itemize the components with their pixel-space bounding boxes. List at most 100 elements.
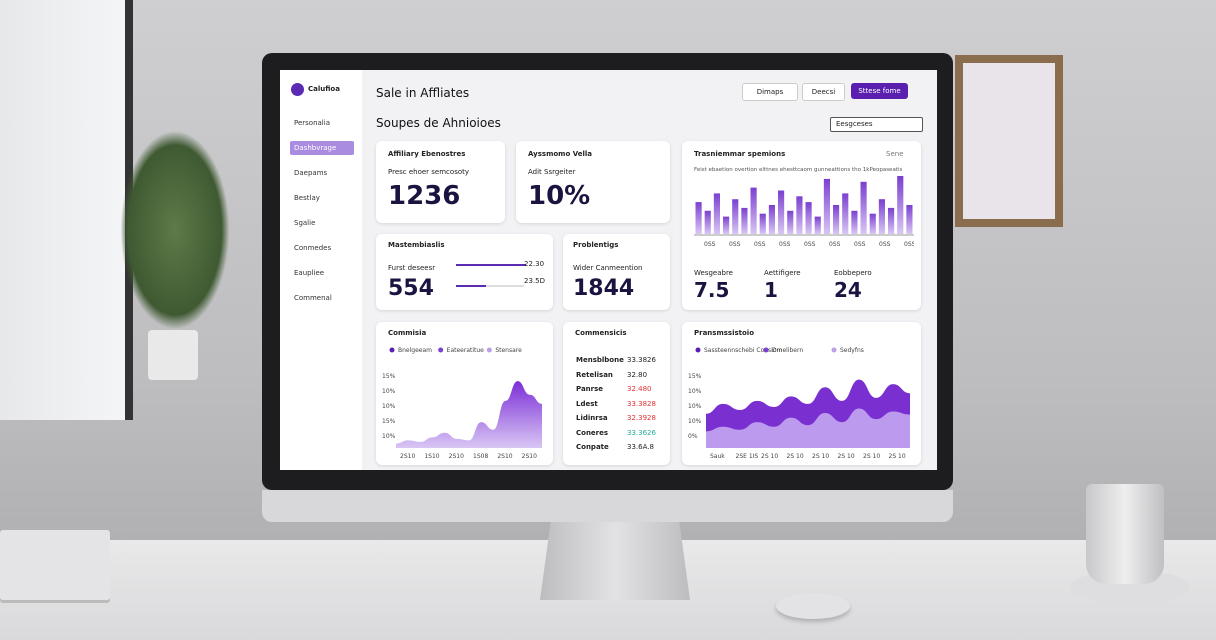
row-label: Retelisan — [576, 370, 613, 379]
x-tick-label: 2S10 — [522, 453, 537, 460]
nav-item[interactable]: Daepams — [294, 169, 328, 177]
x-tick-label: 2S10 — [497, 453, 512, 460]
bar — [842, 193, 849, 234]
row-label: Coneres — [576, 428, 609, 437]
row-value: 32.3928 — [627, 414, 656, 422]
metric: 1236 — [388, 181, 461, 211]
metric: 554 — [388, 276, 434, 301]
bar — [759, 213, 766, 234]
row-value: 33.3626 — [627, 428, 656, 437]
y-tick-label: 15% — [688, 373, 702, 380]
nav-item[interactable]: Dashbvrage — [290, 141, 354, 155]
legend-dot — [486, 347, 492, 353]
primary-button[interactable]: Sttese fome — [851, 83, 908, 99]
x-tick-label: 2SE 1IS — [736, 453, 759, 460]
x-tick-label: 1S10 — [424, 453, 439, 460]
card — [376, 141, 505, 223]
x-tick-label: 0SS — [904, 241, 914, 248]
legend-dot — [695, 347, 701, 353]
x-tick-label: 0SS — [829, 241, 841, 248]
area-chart: Bnelgeeam Eateeratitue Stensare 15% 10% 10% 15… — [382, 347, 542, 460]
card-subtitle: Feist ebaetion overtion elttnes ehesttca… — [694, 167, 903, 173]
y-tick-label: 15% — [382, 418, 396, 425]
bar — [833, 205, 840, 234]
bar — [695, 202, 702, 234]
logo — [291, 83, 304, 96]
legend-dot — [831, 347, 837, 353]
legend-label: Sedyfns — [840, 347, 864, 354]
progress-track — [486, 285, 524, 287]
x-tick-label: 2S 10 — [863, 453, 880, 460]
bar — [823, 178, 830, 234]
x-tick-label: 0SS — [704, 241, 716, 248]
x-tick-label: 0SS — [779, 241, 791, 248]
card-title: Commensicis — [575, 329, 627, 337]
x-tick-label: 2S 10 — [812, 453, 829, 460]
x-tick-label: 0SS — [729, 241, 741, 248]
bar — [723, 216, 730, 234]
bar — [778, 190, 785, 234]
y-tick-label: 10% — [688, 388, 702, 395]
x-tick-label: 2S 10 — [761, 453, 778, 460]
button[interactable]: Dimaps — [742, 83, 798, 101]
card-title: Pransmssistoio — [694, 329, 755, 337]
bar — [805, 202, 812, 234]
stat-label: Aettifigere — [764, 269, 801, 277]
papers — [0, 530, 110, 600]
y-tick-label: 10% — [688, 403, 702, 410]
menu[interactable]: Sene — [886, 150, 904, 158]
x-tick-label: 2S10 — [449, 453, 464, 460]
row-value: 32.480 — [627, 385, 652, 393]
area — [706, 408, 910, 448]
legend-label: Stensare — [495, 347, 522, 354]
bar — [704, 210, 711, 234]
bar — [851, 210, 858, 234]
bar — [906, 205, 913, 234]
card — [376, 234, 553, 310]
button[interactable]: Deecsi — [802, 83, 845, 101]
card-label: Adit Ssrgeiter — [528, 168, 576, 176]
progress — [456, 264, 526, 266]
card-title: Problentigs — [573, 241, 619, 249]
bar — [888, 207, 895, 234]
bar — [869, 213, 876, 234]
row-label: Mensblbone — [576, 356, 624, 364]
y-tick-label: 0% — [688, 433, 698, 440]
bar — [713, 193, 720, 234]
row-value: 33.6A.8 — [627, 443, 654, 451]
nav-item[interactable]: Bestlay — [294, 194, 320, 202]
progress-label: 23.5D — [524, 277, 545, 285]
nav-item[interactable]: Eaupliee — [294, 269, 325, 277]
nav-item[interactable]: Conmedes — [294, 244, 332, 252]
x-tick-label: 0SS — [754, 241, 766, 248]
nav-item[interactable]: Commenal — [294, 294, 332, 302]
bar-chart: 0SS 0SS 0SS 0SS 0SS 0SS 0SS 0SS 0SS — [694, 176, 914, 248]
x-tick-label: 2S10 — [400, 453, 415, 460]
y-tick-label: 10% — [382, 388, 396, 395]
stat-label: Eobbepero — [834, 269, 872, 277]
bar — [741, 207, 748, 234]
stat-value: 24 — [834, 278, 862, 302]
card — [516, 141, 670, 223]
nav-item[interactable]: Sgalie — [294, 219, 316, 227]
page-title: Sale in Affliates — [376, 86, 470, 100]
x-tick-label: Sauk — [710, 453, 725, 460]
card-title: Commisia — [388, 329, 427, 337]
pot — [148, 330, 198, 380]
bar — [768, 205, 775, 234]
progress — [456, 285, 486, 287]
x-tick-label: 0SS — [804, 241, 816, 248]
metric: 10% — [528, 181, 591, 211]
row-value: 33.3828 — [627, 399, 656, 408]
x-tick-label: 2S 10 — [838, 453, 855, 460]
row-label: Panrse — [576, 385, 604, 393]
y-tick-label: 15% — [382, 373, 396, 380]
row-label: Lidinrsa — [576, 414, 608, 422]
y-tick-label: 10% — [688, 418, 702, 425]
nav-item[interactable]: Personalia — [294, 119, 330, 127]
filter[interactable]: Eesgceses — [830, 117, 923, 132]
metric: 1844 — [573, 276, 635, 301]
x-tick-label: 2S 10 — [787, 453, 804, 460]
sidebar — [280, 70, 362, 470]
